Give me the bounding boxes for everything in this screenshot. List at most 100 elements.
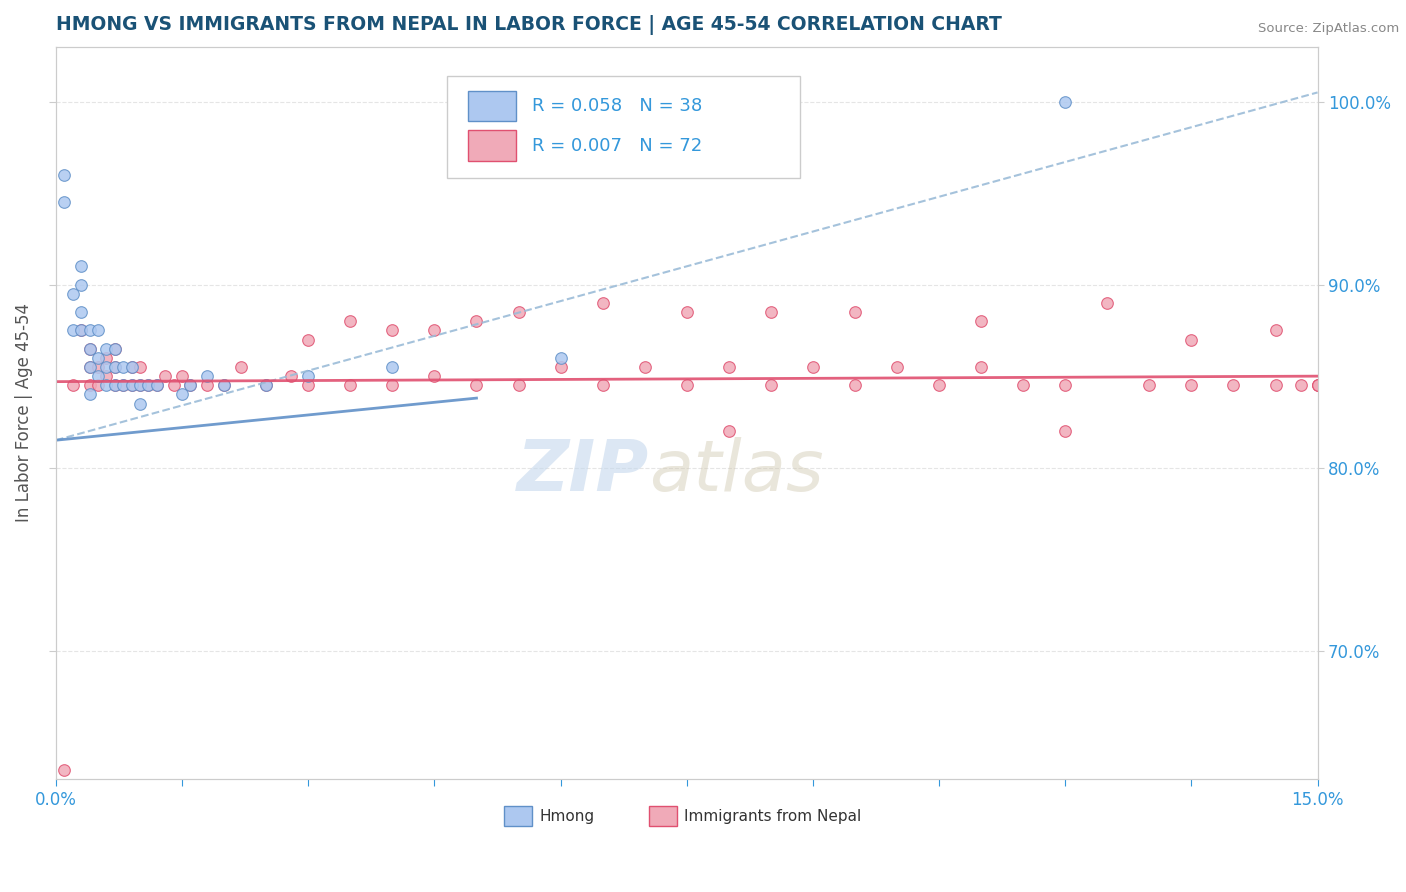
Bar — [468, 130, 516, 161]
Point — [79, 342, 101, 356]
Point — [87, 359, 110, 374]
Point — [1054, 378, 1077, 392]
Point — [96, 359, 118, 374]
Point — [381, 359, 404, 374]
Point — [96, 342, 118, 356]
Point — [79, 323, 101, 337]
Point — [112, 359, 135, 374]
Point — [70, 305, 93, 319]
Point — [179, 378, 201, 392]
Point — [112, 378, 135, 392]
Point — [195, 369, 218, 384]
Point — [104, 359, 127, 374]
Point — [87, 351, 110, 365]
Point — [212, 378, 235, 392]
Point — [465, 314, 488, 328]
Point — [465, 378, 488, 392]
Point — [550, 359, 572, 374]
Point — [53, 168, 76, 182]
Point — [717, 424, 740, 438]
Text: HMONG VS IMMIGRANTS FROM NEPAL IN LABOR FORCE | AGE 45-54 CORRELATION CHART: HMONG VS IMMIGRANTS FROM NEPAL IN LABOR … — [56, 15, 1002, 35]
Point — [195, 378, 218, 392]
Point — [104, 342, 127, 356]
Point — [104, 378, 127, 392]
Point — [423, 323, 446, 337]
Point — [163, 378, 186, 392]
Point — [759, 305, 782, 319]
Point — [129, 378, 152, 392]
Point — [79, 387, 101, 401]
Point — [1097, 296, 1119, 310]
Point — [1180, 333, 1202, 347]
Text: Immigrants from Nepal: Immigrants from Nepal — [685, 809, 862, 823]
Point — [87, 323, 110, 337]
Point — [297, 369, 319, 384]
Point — [297, 333, 319, 347]
Point — [928, 378, 950, 392]
Y-axis label: In Labor Force | Age 45-54: In Labor Force | Age 45-54 — [15, 303, 32, 522]
Point — [297, 378, 319, 392]
Point — [801, 359, 824, 374]
Point — [970, 359, 993, 374]
Bar — [503, 806, 531, 826]
Text: R = 0.058   N = 38: R = 0.058 N = 38 — [531, 97, 702, 115]
Point — [423, 369, 446, 384]
Point — [53, 195, 76, 210]
Point — [96, 351, 118, 365]
Point — [508, 305, 530, 319]
Point — [759, 378, 782, 392]
Point — [53, 763, 76, 777]
Bar — [468, 91, 516, 121]
Point — [1180, 378, 1202, 392]
Point — [1306, 378, 1329, 392]
Point — [104, 359, 127, 374]
Point — [844, 378, 866, 392]
Point — [146, 378, 169, 392]
Point — [129, 396, 152, 410]
Point — [79, 342, 101, 356]
Point — [172, 387, 194, 401]
Point — [254, 378, 277, 392]
Point — [121, 378, 143, 392]
Point — [87, 378, 110, 392]
Point — [138, 378, 160, 392]
Text: atlas: atlas — [650, 437, 824, 506]
FancyBboxPatch shape — [447, 76, 800, 178]
Point — [70, 260, 93, 274]
Point — [844, 305, 866, 319]
Bar — [650, 806, 676, 826]
Point — [592, 378, 614, 392]
Point — [1289, 378, 1312, 392]
Point — [121, 359, 143, 374]
Point — [70, 277, 93, 292]
Point — [1054, 95, 1077, 109]
Point — [96, 369, 118, 384]
Point — [592, 296, 614, 310]
Point — [96, 378, 118, 392]
Point — [508, 378, 530, 392]
Point — [675, 305, 697, 319]
Point — [280, 369, 302, 384]
Point — [62, 286, 84, 301]
Point — [339, 378, 361, 392]
Point — [138, 378, 160, 392]
Point — [550, 351, 572, 365]
Point — [121, 359, 143, 374]
Point — [1222, 378, 1244, 392]
Point — [112, 378, 135, 392]
Point — [62, 378, 84, 392]
Point — [675, 378, 697, 392]
Point — [104, 378, 127, 392]
Text: ZIP: ZIP — [516, 437, 650, 506]
Point — [886, 359, 908, 374]
Point — [79, 378, 101, 392]
Point — [1306, 378, 1329, 392]
Point — [381, 378, 404, 392]
Point — [70, 323, 93, 337]
Point — [1264, 323, 1286, 337]
Point — [1137, 378, 1160, 392]
Text: R = 0.007   N = 72: R = 0.007 N = 72 — [531, 136, 702, 154]
Point — [62, 323, 84, 337]
Point — [172, 369, 194, 384]
Point — [179, 378, 201, 392]
